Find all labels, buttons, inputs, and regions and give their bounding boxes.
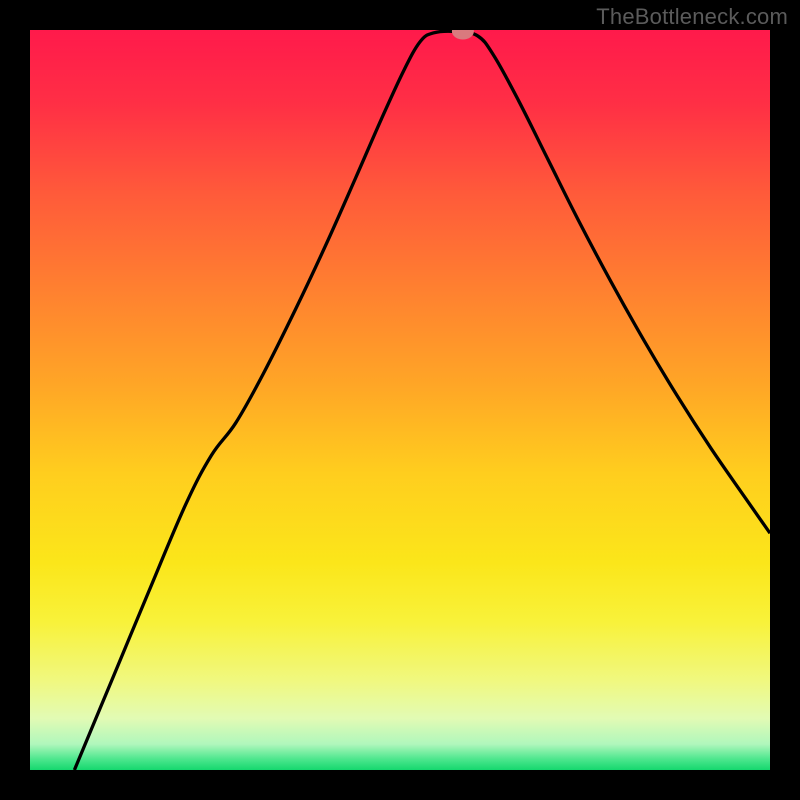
chart-frame: TheBottleneck.com [0,0,800,800]
gradient-plot-area [30,30,770,770]
watermark-text: TheBottleneck.com [596,4,788,30]
bottleneck-chart [0,0,800,800]
